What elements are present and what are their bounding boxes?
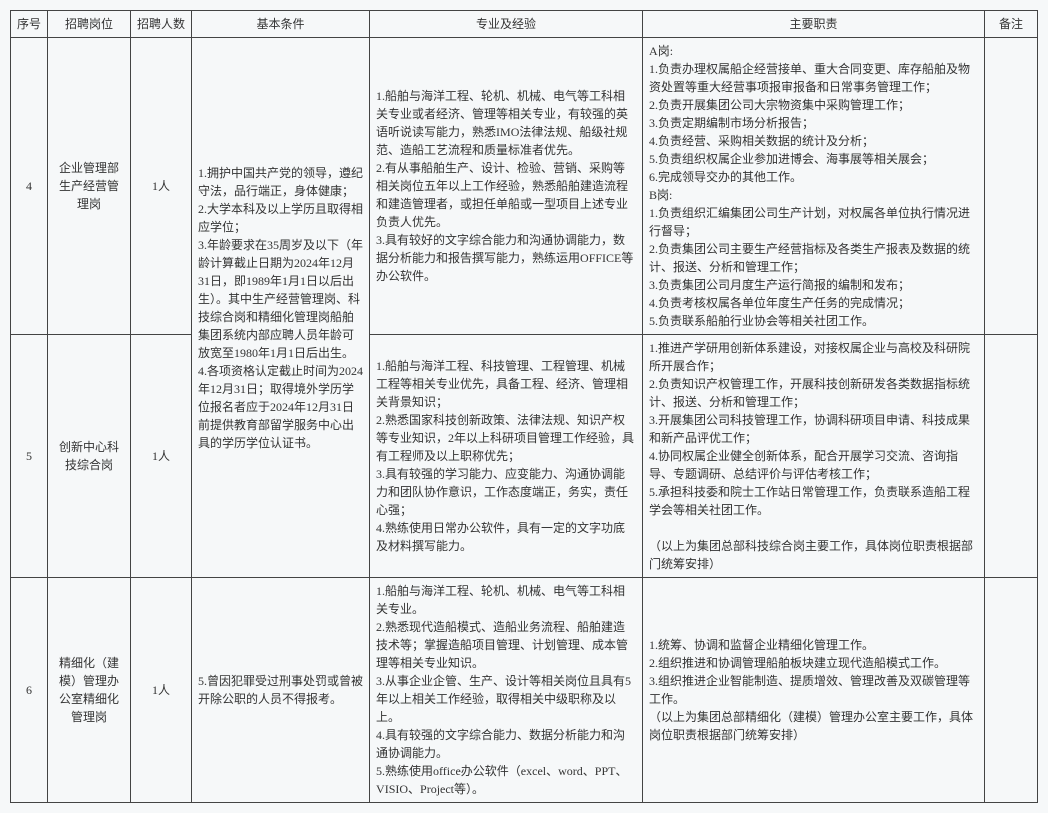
cell-count: 1人	[131, 335, 192, 578]
cell-remark	[985, 578, 1038, 803]
cell-remark	[985, 335, 1038, 578]
table-row: 4 企业管理部生产经营管理岗 1人 1.拥护中国共产党的领导，遵纪守法，品行端正…	[11, 38, 1038, 335]
cell-position: 创新中心科技综合岗	[48, 335, 131, 578]
table-header-row: 序号 招聘岗位 招聘人数 基本条件 专业及经验 主要职责 备注	[11, 11, 1038, 38]
cell-seq: 5	[11, 335, 48, 578]
cell-exp: 1.船舶与海洋工程、轮机、机械、电气等工科相关专业或者经济、管理等相关专业，有较…	[370, 38, 643, 335]
cell-seq: 4	[11, 38, 48, 335]
header-count: 招聘人数	[131, 11, 192, 38]
cell-position: 精细化（建模）管理办公室精细化管理岗	[48, 578, 131, 803]
cell-exp: 1.船舶与海洋工程、轮机、机械、电气等工科相关专业。2.熟悉现代造船模式、造船业…	[370, 578, 643, 803]
header-exp: 专业及经验	[370, 11, 643, 38]
header-remark: 备注	[985, 11, 1038, 38]
cell-position: 企业管理部生产经营管理岗	[48, 38, 131, 335]
cell-remark	[985, 38, 1038, 335]
cell-basic: 5.曾因犯罪受过刑事处罚或曾被开除公职的人员不得报考。	[192, 578, 370, 803]
cell-duty: 1.统筹、协调和监督企业精细化管理工作。2.组织推进和协调管理船舶板块建立现代造…	[643, 578, 985, 803]
cell-count: 1人	[131, 578, 192, 803]
header-basic: 基本条件	[192, 11, 370, 38]
header-seq: 序号	[11, 11, 48, 38]
cell-duty: 1.推进产学研用创新体系建设，对接权属企业与高校及科研院所开展合作；2.负责知识…	[643, 335, 985, 578]
cell-exp: 1.船舶与海洋工程、科技管理、工程管理、机械工程等相关专业优先，具备工程、经济、…	[370, 335, 643, 578]
cell-count: 1人	[131, 38, 192, 335]
header-position: 招聘岗位	[48, 11, 131, 38]
cell-seq: 6	[11, 578, 48, 803]
table-row: 6 精细化（建模）管理办公室精细化管理岗 1人 5.曾因犯罪受过刑事处罚或曾被开…	[11, 578, 1038, 803]
header-duty: 主要职责	[643, 11, 985, 38]
cell-duty: A岗:1.负责办理权属船企经营接单、重大合同变更、库存船舶及物资处置等重大经营事…	[643, 38, 985, 335]
cell-basic: 1.拥护中国共产党的领导，遵纪守法，品行端正，身体健康；2.大学本科及以上学历且…	[192, 38, 370, 578]
recruitment-table: 序号 招聘岗位 招聘人数 基本条件 专业及经验 主要职责 备注 4 企业管理部生…	[10, 10, 1038, 803]
table-row: 5 创新中心科技综合岗 1人 1.船舶与海洋工程、科技管理、工程管理、机械工程等…	[11, 335, 1038, 578]
